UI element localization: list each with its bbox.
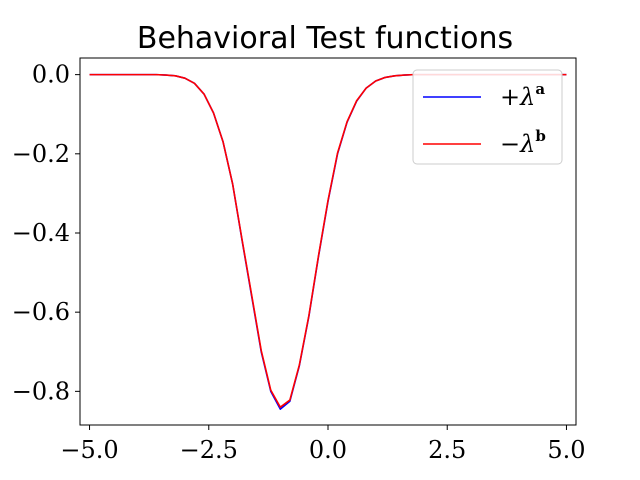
x-tick-label: −2.5 (180, 436, 238, 464)
y-tick-label: −0.6 (12, 298, 70, 326)
y-tick-label: 0.0 (32, 61, 70, 89)
y-axis: 0.0 −0.2 −0.4 −0.6 −0.8 (12, 61, 80, 405)
x-tick-label: 2.5 (428, 436, 466, 464)
x-tick-label: 5.0 (547, 436, 585, 464)
legend-box (412, 69, 563, 165)
y-tick-label: −0.8 (12, 377, 70, 405)
x-tick-label: 0.0 (309, 436, 347, 464)
legend: +λa−λb (412, 69, 563, 165)
y-tick-label: −0.2 (12, 140, 70, 168)
x-tick-label: −5.0 (60, 436, 118, 464)
x-axis: −5.0 −2.5 0.0 2.5 5.0 (60, 425, 586, 464)
chart-title: Behavioral Test functions (137, 21, 513, 56)
y-tick-label: −0.4 (12, 219, 70, 247)
